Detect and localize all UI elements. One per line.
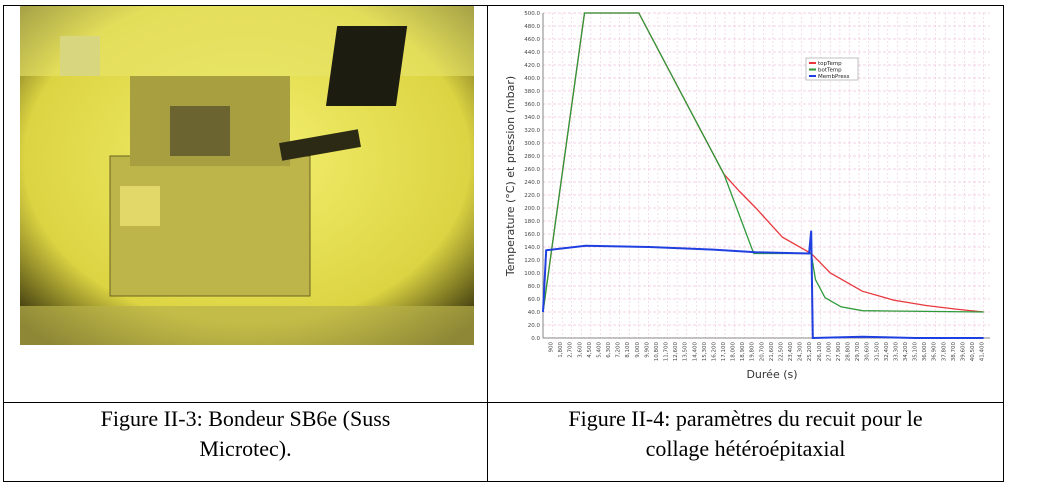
legend-label: topTemp — [818, 61, 842, 67]
y-tick-label: 260.0 — [524, 167, 540, 173]
x-tick-label: 11,700 — [664, 342, 670, 362]
x-tick-label: 23,400 — [788, 342, 794, 362]
caption: Figure II-3: Bondeur SB6e (Suss Microtec… — [3, 404, 488, 464]
x-tick-label: 35,100 — [913, 342, 919, 362]
chart: Temperature (°C) et pression (mbar) Duré… — [504, 11, 990, 381]
y-tick-label: 120.0 — [524, 258, 540, 264]
y-tick-label: 240.0 — [524, 180, 540, 186]
y-tick-label: 200.0 — [524, 206, 540, 212]
x-tick-label: 3,600 — [577, 342, 583, 358]
page: Temperature (°C) et pression (mbar) Duré… — [3, 5, 1004, 482]
x-tick-label: 4,500 — [587, 342, 593, 358]
y-tick-label: 60.0 — [528, 297, 541, 303]
x-tick-label: 17,100 — [721, 342, 727, 362]
x-axis-label: Durée (s) — [746, 368, 797, 381]
y-tick-label: 440.0 — [524, 50, 540, 56]
series-line — [542, 230, 984, 340]
caption: Figure II-4: paramètres du recuit pour l… — [487, 404, 1004, 464]
x-tick-label: 27,900 — [836, 342, 842, 362]
legend-label: botTemp — [818, 68, 842, 74]
caption-text: Figure II-3: Bondeur SB6e (Suss Microtec… — [100, 406, 391, 461]
y-tick-label: 220.0 — [524, 193, 540, 199]
x-tick-label: 9,900 — [644, 342, 650, 358]
x-tick-label: 36,000 — [922, 342, 928, 362]
x-tick-label: 20,700 — [759, 342, 765, 362]
x-tick-label: 10,800 — [654, 342, 660, 362]
y-tick-label: 140.0 — [524, 245, 540, 251]
y-tick-label: 340.0 — [524, 115, 540, 121]
x-tick-label: 6,300 — [606, 342, 612, 358]
y-tick-label: 480.0 — [524, 24, 540, 30]
x-tick-label: 1,800 — [558, 342, 564, 358]
y-tick-label: 180.0 — [524, 219, 540, 225]
x-tick-label: 31,500 — [874, 342, 880, 362]
x-tick-label: 27,000 — [826, 342, 832, 362]
x-tick-label: 26,100 — [817, 342, 823, 362]
y-tick-label: 160.0 — [524, 232, 540, 238]
legend-label: MembPress — [818, 74, 850, 80]
y-tick-label: 100.0 — [524, 271, 540, 277]
x-tick-label: 21,600 — [769, 342, 775, 362]
y-axis-label: Temperature (°C) et pression (mbar) — [504, 76, 517, 277]
photo — [20, 6, 474, 345]
x-tick-label: 39,600 — [960, 342, 966, 362]
x-tick-label: 19,800 — [750, 342, 756, 362]
x-tick-label: 5,400 — [596, 342, 602, 358]
y-tick-label: 500.0 — [524, 11, 540, 17]
y-tick-label: 40.0 — [528, 310, 541, 316]
y-tick-label: 280.0 — [524, 154, 540, 160]
x-tick-label: 40,500 — [970, 342, 976, 362]
x-tick-label: 12,600 — [673, 342, 679, 362]
x-tick-label: 36,900 — [932, 342, 938, 362]
x-tick-label: 37,800 — [941, 342, 947, 362]
x-tick-label: 24,300 — [798, 342, 804, 362]
x-tick-label: 900 — [549, 342, 555, 353]
caption-text: Figure II-4: paramètres du recuit pour l… — [568, 406, 923, 461]
x-tick-label: 34,200 — [903, 342, 909, 362]
x-tick-label: 38,700 — [951, 342, 957, 362]
y-tick-label: 80.0 — [528, 284, 541, 290]
y-tick-label: 300.0 — [524, 141, 540, 147]
x-tick-label: 28,800 — [846, 342, 852, 362]
x-tick-label: 18,900 — [740, 342, 746, 362]
y-tick-label: 0.0 — [531, 336, 540, 342]
x-tick-label: 15,300 — [702, 342, 708, 362]
legend-box — [805, 57, 859, 81]
x-tick-label: 41,400 — [980, 342, 986, 362]
x-tick-label: 22,500 — [778, 342, 784, 362]
y-tick-label: 360.0 — [524, 102, 540, 108]
y-tick-label: 320.0 — [524, 128, 540, 134]
x-tick-label: 7,200 — [616, 342, 622, 358]
y-tick-label: 20.0 — [528, 323, 541, 329]
x-tick-label: 9,000 — [635, 342, 641, 358]
x-tick-label: 18,000 — [731, 342, 737, 362]
x-tick-label: 33,300 — [893, 342, 899, 362]
x-tick-label: 13,500 — [683, 342, 689, 362]
x-tick-label: 8,100 — [625, 342, 631, 358]
x-tick-label: 32,400 — [884, 342, 890, 362]
x-tick-label: 14,400 — [692, 342, 698, 362]
x-tick-label: 29,700 — [855, 342, 861, 362]
y-tick-label: 400.0 — [524, 76, 540, 82]
x-tick-label: 16,200 — [711, 342, 717, 362]
y-tick-label: 460.0 — [524, 37, 540, 43]
y-tick-label: 420.0 — [524, 63, 540, 69]
x-tick-label: 25,200 — [807, 342, 813, 362]
x-tick-label: 30,600 — [865, 342, 871, 362]
y-tick-label: 380.0 — [524, 89, 540, 95]
x-tick-label: 2,700 — [568, 342, 574, 358]
